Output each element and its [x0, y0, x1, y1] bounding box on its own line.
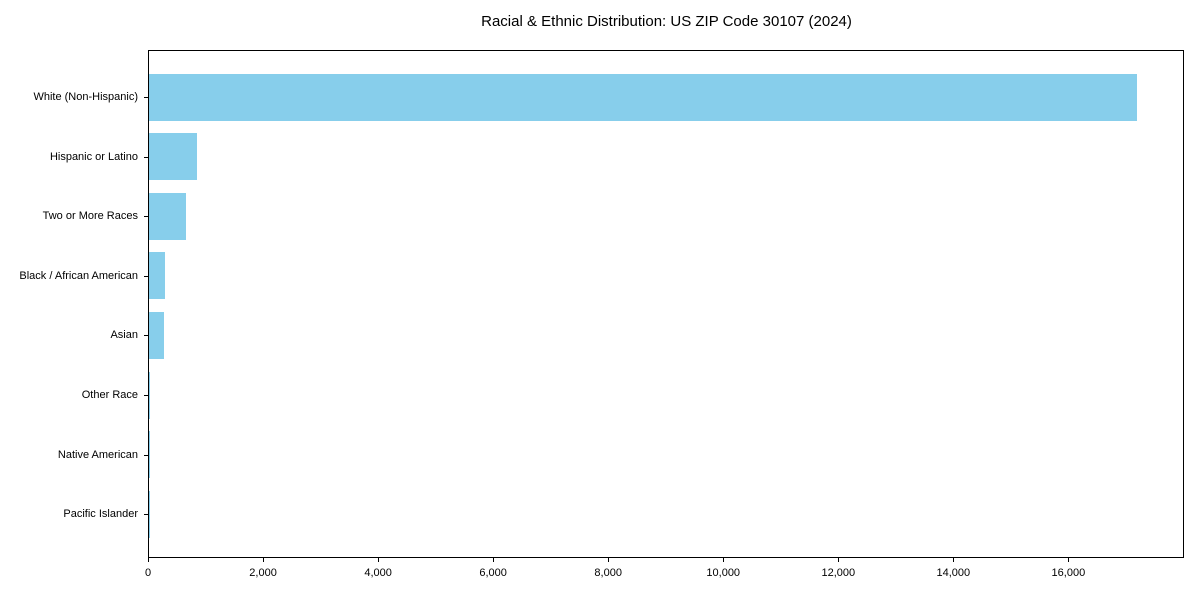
x-tick-label: 0: [144, 567, 152, 579]
y-tick-label: Hispanic or Latino: [49, 150, 138, 163]
x-tick-mark: [608, 558, 610, 562]
bar: [149, 252, 166, 300]
x-tick-mark: [953, 558, 955, 562]
x-tick-mark: [263, 558, 265, 562]
x-tick-mark: [838, 558, 840, 562]
x-tick-mark: [493, 558, 495, 562]
bar: [149, 73, 1137, 121]
y-tick-mark: [144, 156, 148, 158]
bar: [149, 431, 150, 479]
y-tick-mark: [144, 275, 148, 277]
chart-title: Racial & Ethnic Distribution: US ZIP Cod…: [481, 13, 852, 30]
x-tick-mark: [1068, 558, 1070, 562]
bar: [149, 192, 186, 240]
x-tick-label: 2,000: [249, 567, 277, 579]
y-tick-label: Asian: [110, 329, 138, 342]
y-tick-mark: [144, 514, 148, 516]
y-tick-mark: [144, 395, 148, 396]
y-tick-mark: [144, 335, 148, 337]
y-tick-mark: [144, 454, 148, 456]
bar: [149, 490, 150, 538]
y-tick-label: Pacific Islander: [63, 508, 138, 521]
y-tick-label: Native American: [57, 448, 138, 461]
x-tick-label: 12,000: [821, 567, 856, 579]
bar: [149, 371, 150, 419]
y-tick-label: Black / African American: [19, 269, 138, 282]
y-tick-mark: [144, 216, 148, 218]
bar: [149, 133, 197, 181]
y-tick-label: Two or More Races: [42, 210, 138, 223]
x-tick-label: 16,000: [1051, 567, 1086, 579]
bar: [149, 311, 164, 359]
x-tick-label: 6,000: [479, 567, 507, 579]
y-tick-label: White (Non-Hispanic): [33, 91, 138, 103]
x-tick-label: 10,000: [706, 567, 741, 579]
x-tick-label: 8,000: [594, 567, 622, 579]
y-tick-label: Other Race: [81, 389, 138, 401]
x-tick-mark: [723, 558, 725, 562]
x-tick-label: 14,000: [936, 567, 971, 579]
x-tick-mark: [378, 558, 380, 562]
y-tick-mark: [144, 97, 148, 98]
x-tick-label: 4,000: [364, 567, 392, 579]
x-tick-mark: [148, 558, 149, 562]
plot-area: [148, 50, 1184, 558]
